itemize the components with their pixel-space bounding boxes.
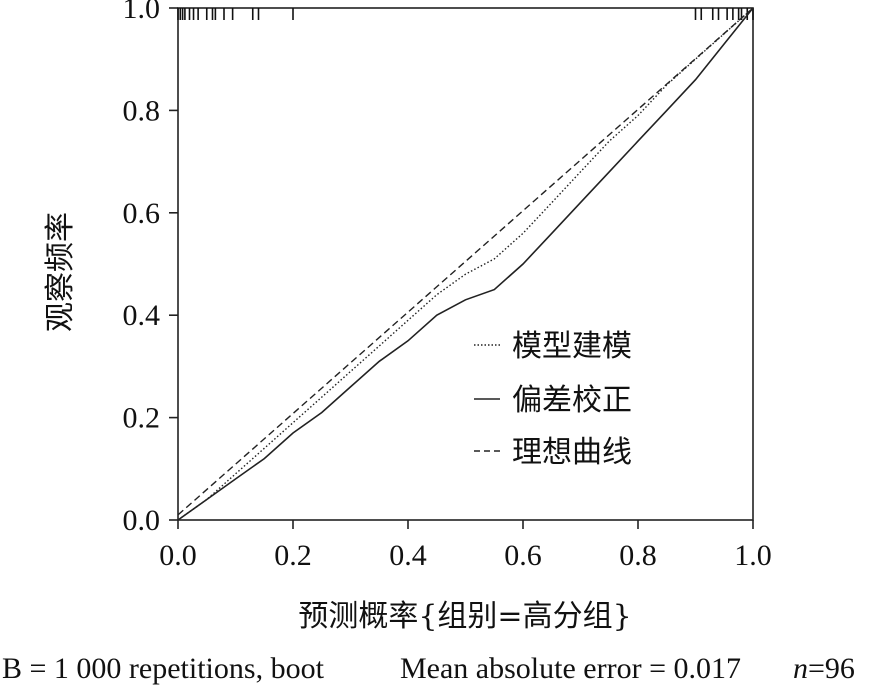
legend-label-ideal: 理想曲线 <box>512 435 632 470</box>
footer-note: B = 1 000 repetitions, boot Mean absolut… <box>0 652 873 697</box>
x-tick-label: 0.4 <box>389 539 427 572</box>
footer-n-value: =96 <box>808 652 855 685</box>
x-axis-title: 预测概率{组别=高分组} <box>298 599 631 634</box>
x-axis: 0.0 0.2 0.4 0.6 0.8 1.0 <box>159 520 772 572</box>
y-axis: 0.0 0.2 0.4 0.6 0.8 1.0 <box>123 0 178 537</box>
series-line-bias-corrected <box>177 7 754 521</box>
x-tick-label: 1.0 <box>734 539 772 572</box>
footer-n-label: n <box>793 652 808 685</box>
calibration-chart: 0.0 0.2 0.4 0.6 0.8 1.0 0.0 0.2 0.4 0.6 0.8 1.0 观察… <box>43 0 772 634</box>
legend-label-model: 模型建模 <box>512 329 632 364</box>
footer-n: n=96 <box>793 652 855 686</box>
x-tick-label: 0.2 <box>274 539 312 572</box>
y-tick-label: 0.8 <box>123 94 161 127</box>
series-line-ideal <box>177 7 754 516</box>
rug-ticks <box>177 8 754 20</box>
plot-frame <box>177 7 754 521</box>
x-tick-label: 0.6 <box>504 539 542 572</box>
series-line-model <box>177 7 754 521</box>
legend: 模型建模 偏差校正 理想曲线 <box>474 329 632 470</box>
y-tick-label: 0.0 <box>123 504 161 537</box>
footer-repetitions: B = 1 000 repetitions, boot <box>2 652 324 685</box>
series-lines <box>177 7 754 521</box>
y-axis-title: 观察频率 <box>43 212 78 332</box>
x-tick-label: 0.0 <box>159 539 197 572</box>
x-tick-label: 0.8 <box>619 539 657 572</box>
legend-label-bias-corrected: 偏差校正 <box>512 383 632 418</box>
y-tick-label: 1.0 <box>123 0 161 25</box>
y-tick-label: 0.6 <box>123 197 161 230</box>
footer-mean-abs-error: Mean absolute error = 0.017 <box>400 652 741 685</box>
y-tick-label: 0.2 <box>123 402 161 435</box>
y-tick-label: 0.4 <box>123 299 161 332</box>
